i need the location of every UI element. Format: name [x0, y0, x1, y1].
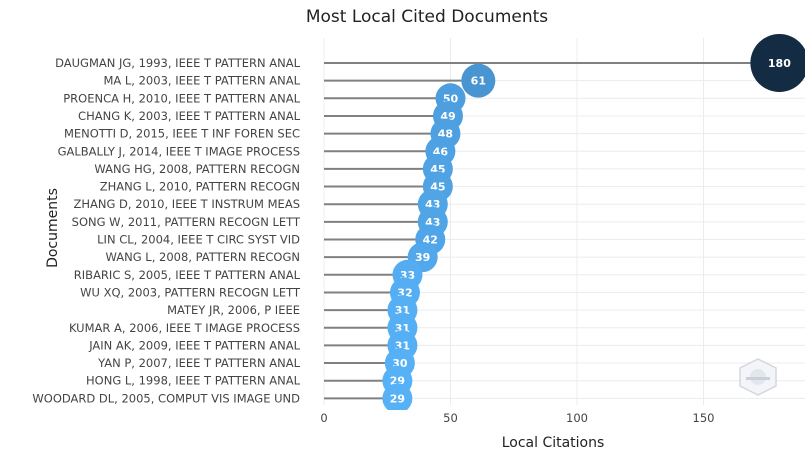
category-label: WANG HG, 2008, PATTERN RECOGN	[94, 162, 300, 176]
category-label: LIN CL, 2004, IEEE T CIRC SYST VID	[97, 233, 300, 247]
category-label: ZHANG D, 2010, IEEE T INSTRUM MEAS	[74, 197, 301, 211]
lollipop-marks: 1806150494846454543434239333231313130292…	[324, 34, 805, 410]
category-label: RIBARIC S, 2005, IEEE T PATTERN ANAL	[74, 268, 301, 282]
x-tick-label: 150	[693, 411, 715, 425]
category-label: MENOTTI D, 2015, IEEE T INF FOREN SEC	[64, 127, 300, 141]
category-label: MATEY JR, 2006, P IEEE	[167, 303, 300, 317]
category-label: ZHANG L, 2010, PATTERN RECOGN	[100, 180, 300, 194]
value-label: 61	[471, 75, 486, 88]
value-label: 180	[768, 57, 791, 70]
value-label: 29	[390, 392, 405, 405]
category-label: HONG L, 1998, IEEE T PATTERN ANAL	[86, 374, 301, 388]
value-label: 39	[415, 251, 430, 264]
category-label: KUMAR A, 2006, IEEE T IMAGE PROCESS	[69, 321, 300, 335]
lollipop-dot	[382, 383, 413, 410]
y-axis-title: Documents	[45, 188, 61, 268]
x-axis-title: Local Citations	[502, 435, 605, 451]
x-tick-label: 50	[443, 411, 458, 425]
category-label: CHANG K, 2003, IEEE T PATTERN ANAL	[78, 109, 301, 123]
category-label: PROENCA H, 2010, IEEE T PATTERN ANAL	[63, 91, 300, 105]
x-tick-label: 0	[320, 411, 327, 425]
category-label: SONG W, 2011, PATTERN RECOGN LETT	[72, 215, 301, 229]
category-label: GALBALLY J, 2014, IEEE T IMAGE PROCESS	[58, 144, 300, 158]
lollipop-dot	[461, 63, 496, 98]
category-label: WU XQ, 2003, PATTERN RECOGN LETT	[80, 285, 301, 299]
category-label: WANG L, 2008, PATTERN RECOGN	[106, 250, 300, 264]
bibliometrix-logo-icon	[739, 358, 777, 396]
category-label: YAN P, 2007, IEEE T PATTERN ANAL	[97, 356, 300, 370]
category-labels: DAUGMAN JG, 1993, IEEE T PATTERN ANAL MA …	[32, 56, 301, 405]
category-label: WOODARD DL, 2005, COMPUT VIS IMAGE UND	[32, 391, 300, 405]
category-label: MA L, 2003, IEEE T PATTERN ANAL	[103, 74, 300, 88]
chart-title: Most Local Cited Documents	[306, 7, 548, 27]
x-tick-labels: 0 50 100 150	[320, 411, 714, 425]
lollipop-dot	[750, 34, 805, 92]
category-label: DAUGMAN JG, 1993, IEEE T PATTERN ANAL	[55, 56, 300, 70]
x-tick-label: 100	[566, 411, 588, 425]
category-label: JAIN AK, 2009, IEEE T PATTERN ANAL	[88, 338, 300, 352]
